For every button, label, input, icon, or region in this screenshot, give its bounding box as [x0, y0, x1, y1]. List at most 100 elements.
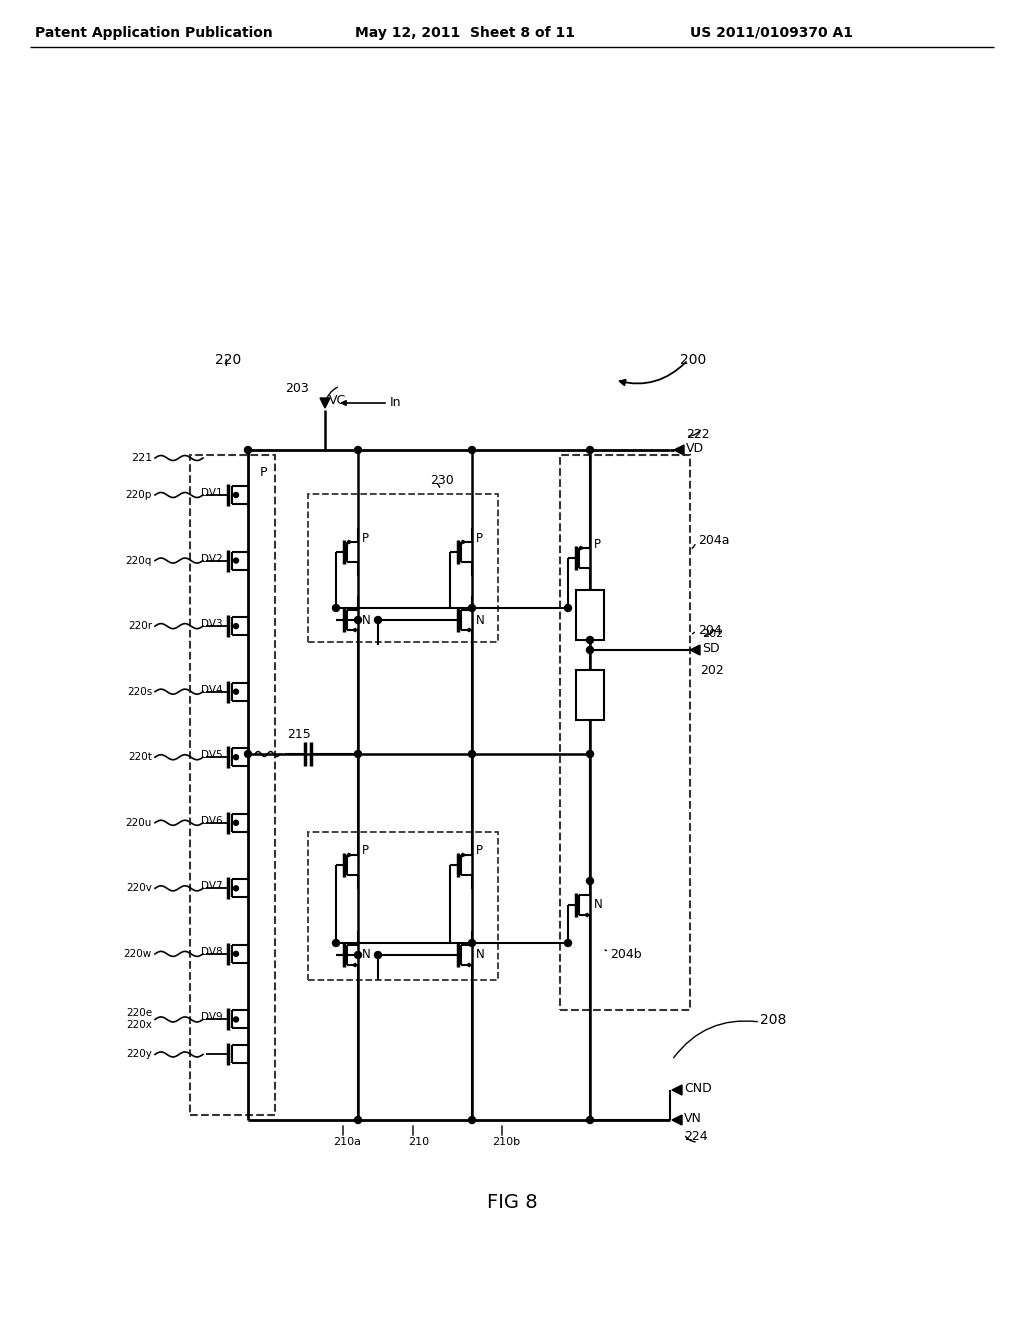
Text: N: N	[362, 949, 371, 961]
Circle shape	[354, 751, 361, 758]
Text: 210: 210	[408, 1137, 429, 1147]
Text: 220s: 220s	[127, 686, 152, 697]
Circle shape	[233, 886, 239, 891]
Text: DV2: DV2	[202, 553, 223, 564]
Text: US 2011/0109370 A1: US 2011/0109370 A1	[690, 26, 853, 40]
Text: CND: CND	[684, 1081, 712, 1094]
Polygon shape	[319, 399, 330, 408]
Text: SD: SD	[702, 642, 720, 655]
Circle shape	[587, 1117, 594, 1123]
Circle shape	[233, 623, 239, 628]
Text: FIG 8: FIG 8	[486, 1192, 538, 1212]
Text: 220v: 220v	[126, 883, 152, 894]
Bar	[190, 455, 275, 1115]
Text: 220w: 220w	[124, 949, 152, 958]
Text: VC: VC	[329, 393, 346, 407]
Text: 210a: 210a	[333, 1137, 361, 1147]
Text: P: P	[594, 537, 601, 550]
Text: N: N	[476, 949, 484, 961]
Text: 200: 200	[680, 352, 707, 367]
Circle shape	[233, 492, 239, 498]
Text: 204: 204	[698, 623, 722, 636]
Circle shape	[375, 952, 382, 958]
Text: DV3: DV3	[202, 619, 223, 630]
Circle shape	[233, 820, 239, 825]
Polygon shape	[690, 645, 700, 655]
Circle shape	[233, 755, 239, 760]
Text: 220q: 220q	[126, 556, 152, 565]
Text: DV1: DV1	[202, 488, 223, 498]
Text: DV5: DV5	[202, 750, 223, 760]
Circle shape	[333, 940, 340, 946]
Text: Patent Application Publication: Patent Application Publication	[35, 26, 272, 40]
Text: P: P	[476, 532, 483, 544]
Text: 220x: 220x	[126, 1020, 152, 1031]
Text: DV8: DV8	[202, 946, 223, 957]
Text: N: N	[362, 614, 371, 627]
Text: N: N	[476, 614, 484, 627]
Text: 230: 230	[430, 474, 454, 487]
Circle shape	[245, 446, 252, 454]
Text: P: P	[476, 845, 483, 858]
Circle shape	[233, 689, 239, 694]
Circle shape	[375, 616, 382, 623]
Text: N: N	[594, 899, 603, 912]
Text: 220t: 220t	[128, 752, 152, 762]
Text: 204b: 204b	[610, 949, 642, 961]
Text: VD: VD	[686, 441, 705, 454]
Circle shape	[469, 1117, 475, 1123]
Circle shape	[333, 605, 340, 611]
Bar	[308, 832, 498, 979]
Circle shape	[233, 1016, 239, 1022]
Circle shape	[469, 605, 475, 611]
Circle shape	[354, 616, 361, 623]
Text: May 12, 2011  Sheet 8 of 11: May 12, 2011 Sheet 8 of 11	[355, 26, 575, 40]
Text: 220r: 220r	[128, 622, 152, 631]
Text: DV7: DV7	[202, 882, 223, 891]
Circle shape	[587, 751, 594, 758]
Text: 208: 208	[760, 1012, 786, 1027]
Circle shape	[587, 636, 594, 644]
Circle shape	[469, 751, 475, 758]
Text: 202: 202	[702, 630, 723, 639]
Text: 220: 220	[215, 352, 242, 367]
Text: DV9: DV9	[202, 1012, 223, 1023]
Circle shape	[587, 647, 594, 653]
Circle shape	[233, 558, 239, 564]
Circle shape	[564, 605, 571, 611]
Circle shape	[469, 446, 475, 454]
Text: 222: 222	[686, 428, 710, 441]
Text: 220p: 220p	[126, 490, 152, 500]
Text: 220e: 220e	[126, 1008, 152, 1019]
Text: 215: 215	[287, 727, 310, 741]
Circle shape	[587, 878, 594, 884]
Circle shape	[469, 940, 475, 946]
Text: P: P	[362, 532, 369, 544]
Bar	[308, 494, 498, 642]
Text: 203: 203	[285, 381, 309, 395]
Bar	[575, 590, 604, 640]
Text: P: P	[362, 845, 369, 858]
Bar	[575, 671, 604, 719]
Bar	[560, 455, 690, 1010]
Circle shape	[587, 446, 594, 454]
Circle shape	[354, 446, 361, 454]
Polygon shape	[674, 445, 684, 455]
Text: 220u: 220u	[126, 818, 152, 828]
Circle shape	[245, 751, 252, 758]
Text: 220y: 220y	[126, 1049, 152, 1060]
Polygon shape	[672, 1085, 682, 1096]
Circle shape	[233, 952, 239, 957]
Polygon shape	[672, 1115, 682, 1125]
Circle shape	[354, 952, 361, 958]
Text: 202: 202	[700, 664, 724, 676]
Text: VN: VN	[684, 1111, 701, 1125]
Circle shape	[564, 940, 571, 946]
Circle shape	[354, 1117, 361, 1123]
Text: 224: 224	[684, 1130, 708, 1143]
Text: DV6: DV6	[202, 816, 223, 826]
Text: 204a: 204a	[698, 533, 729, 546]
Text: In: In	[390, 396, 401, 409]
Text: P: P	[260, 466, 267, 479]
Text: 221: 221	[131, 453, 152, 463]
